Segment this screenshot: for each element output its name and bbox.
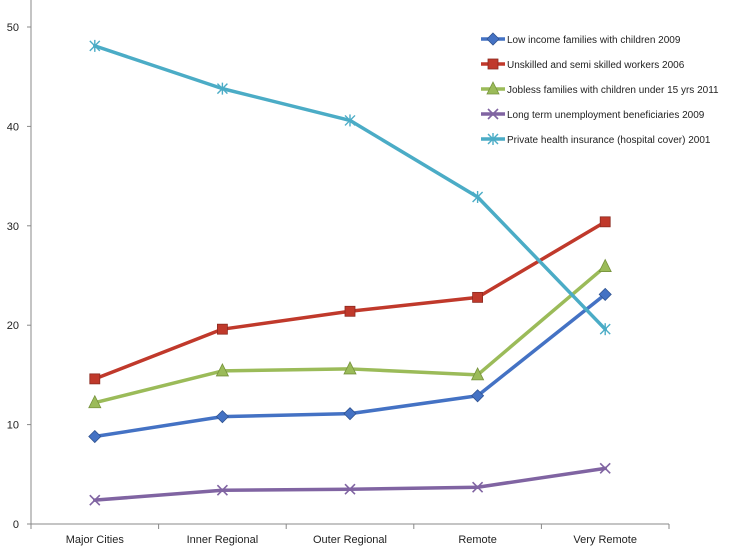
x-tick-label: Major Cities: [66, 534, 125, 546]
axes: 0 10 20 30 40 50 Major Cities Inner Regional Out…: [7, 0, 670, 546]
data-point-unskilled-and-semi-skilled-workers-2006: [89, 373, 101, 385]
x-tick-label: Remote: [458, 534, 497, 546]
legend-item-private-health-insurance-hospital-cover-2001: Private health insurance (hospital cover…: [481, 133, 711, 146]
legend-label: Private health insurance (hospital cover…: [507, 135, 711, 146]
data-point-jobless-families-with-children-under-15-yrs-2011: [470, 367, 485, 381]
legend-item-low-income-families-with-children-2009: Low income families with children 2009: [481, 32, 681, 46]
data-point-low-income-families-with-children-2009: [598, 287, 612, 301]
y-tick-label: 50: [7, 22, 19, 34]
x-tick-label: Very Remote: [573, 534, 637, 546]
data-point-jobless-families-with-children-under-15-yrs-2011: [215, 363, 230, 377]
data-point-long-term-unemployment-beneficiaries-2009: [89, 494, 101, 506]
y-tick-label: 10: [7, 420, 19, 432]
data-point-long-term-unemployment-beneficiaries-2009: [472, 481, 484, 493]
legend-label: Low income families with children 2009: [507, 35, 681, 46]
legend-item-jobless-families-with-children-under-15-yrs-2011: Jobless families with children under 15 …: [481, 81, 719, 96]
data-point-jobless-families-with-children-under-15-yrs-2011: [88, 394, 102, 409]
data-point-low-income-families-with-children-2009: [471, 389, 485, 403]
data-point-low-income-families-with-children-2009: [343, 407, 357, 421]
legend-swatch-marker: [487, 58, 499, 70]
data-point-private-health-insurance-hospital-cover-2001: [216, 82, 228, 95]
data-point-unskilled-and-semi-skilled-workers-2006: [216, 323, 228, 335]
legend-label: Unskilled and semi skilled workers 2006: [507, 60, 685, 71]
data-point-low-income-families-with-children-2009: [215, 410, 229, 424]
data-point-private-health-insurance-hospital-cover-2001: [599, 323, 611, 336]
series-markers: [88, 39, 612, 506]
legend-swatch-marker: [486, 32, 500, 46]
data-point-jobless-families-with-children-under-15-yrs-2011: [343, 361, 357, 375]
y-tick-label: 40: [7, 121, 19, 133]
legend-swatch-marker: [486, 81, 500, 95]
legend: Low income families with children 2009 Un…: [481, 32, 719, 146]
legend-item-unskilled-and-semi-skilled-workers-2006: Unskilled and semi skilled workers 2006: [481, 58, 685, 71]
data-point-unskilled-and-semi-skilled-workers-2006: [599, 216, 611, 228]
y-tick-label: 20: [7, 320, 19, 332]
data-point-private-health-insurance-hospital-cover-2001: [344, 114, 356, 127]
y-tick-label: 30: [7, 221, 19, 233]
data-point-long-term-unemployment-beneficiaries-2009: [216, 484, 228, 496]
legend-item-long-term-unemployment-beneficiaries-2009: Long term unemployment beneficiaries 200…: [481, 108, 705, 121]
legend-swatch-marker: [487, 133, 499, 145]
legend-label: Long term unemployment beneficiaries 200…: [507, 110, 705, 121]
data-point-jobless-families-with-children-under-15-yrs-2011: [598, 258, 612, 272]
y-tick-label: 0: [13, 519, 19, 531]
data-point-private-health-insurance-hospital-cover-2001: [472, 190, 484, 203]
data-point-unskilled-and-semi-skilled-workers-2006: [344, 305, 356, 317]
x-tick-label: Outer Regional: [313, 534, 387, 546]
legend-swatch-marker: [487, 108, 499, 120]
series-line-jobless-families-with-children-under-15-yrs-2011: [93, 264, 607, 405]
data-point-long-term-unemployment-beneficiaries-2009: [344, 483, 356, 495]
data-point-private-health-insurance-hospital-cover-2001: [89, 39, 101, 52]
data-point-unskilled-and-semi-skilled-workers-2006: [472, 291, 484, 303]
x-tick-label: Inner Regional: [187, 534, 259, 546]
data-point-long-term-unemployment-beneficiaries-2009: [599, 462, 611, 474]
series-line-long-term-unemployment-beneficiaries-2009: [93, 466, 607, 502]
data-point-low-income-families-with-children-2009: [88, 429, 102, 444]
legend-label: Jobless families with children under 15 …: [507, 85, 719, 96]
